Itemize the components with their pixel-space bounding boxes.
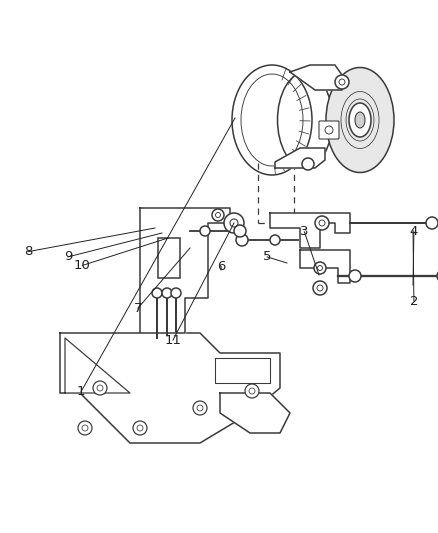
Circle shape (234, 225, 246, 237)
Circle shape (335, 75, 349, 89)
Circle shape (313, 281, 327, 295)
Polygon shape (60, 333, 280, 443)
Bar (158, 238, 180, 278)
Circle shape (78, 421, 92, 435)
Polygon shape (300, 250, 350, 283)
Circle shape (133, 421, 147, 435)
Text: 7: 7 (134, 302, 142, 314)
Text: 9: 9 (64, 251, 72, 263)
Circle shape (314, 262, 326, 274)
Circle shape (426, 217, 438, 229)
Ellipse shape (326, 68, 394, 173)
Circle shape (193, 401, 207, 415)
Text: 11: 11 (165, 334, 181, 346)
Polygon shape (215, 358, 270, 383)
Circle shape (212, 209, 224, 221)
Circle shape (93, 381, 107, 395)
FancyBboxPatch shape (319, 121, 339, 139)
Circle shape (302, 158, 314, 170)
Text: 6: 6 (217, 260, 226, 273)
Ellipse shape (278, 72, 332, 167)
Circle shape (236, 234, 248, 246)
Text: 8: 8 (24, 245, 33, 258)
Ellipse shape (355, 112, 365, 128)
Ellipse shape (349, 103, 371, 137)
Text: 3: 3 (300, 225, 309, 238)
Text: 1: 1 (77, 385, 85, 398)
Circle shape (315, 216, 329, 230)
Circle shape (162, 288, 172, 298)
Text: 10: 10 (74, 259, 91, 272)
Text: 5: 5 (263, 251, 272, 263)
Circle shape (349, 270, 361, 282)
Polygon shape (65, 338, 130, 393)
Circle shape (245, 384, 259, 398)
Circle shape (152, 288, 162, 298)
Circle shape (224, 213, 244, 233)
Circle shape (437, 270, 438, 282)
Polygon shape (140, 208, 230, 333)
Polygon shape (220, 393, 290, 433)
Text: 4: 4 (410, 225, 418, 238)
Circle shape (200, 226, 210, 236)
Text: 2: 2 (410, 295, 418, 308)
Polygon shape (275, 148, 325, 168)
Circle shape (171, 288, 181, 298)
Polygon shape (290, 65, 342, 90)
Circle shape (270, 235, 280, 245)
Polygon shape (270, 213, 350, 248)
